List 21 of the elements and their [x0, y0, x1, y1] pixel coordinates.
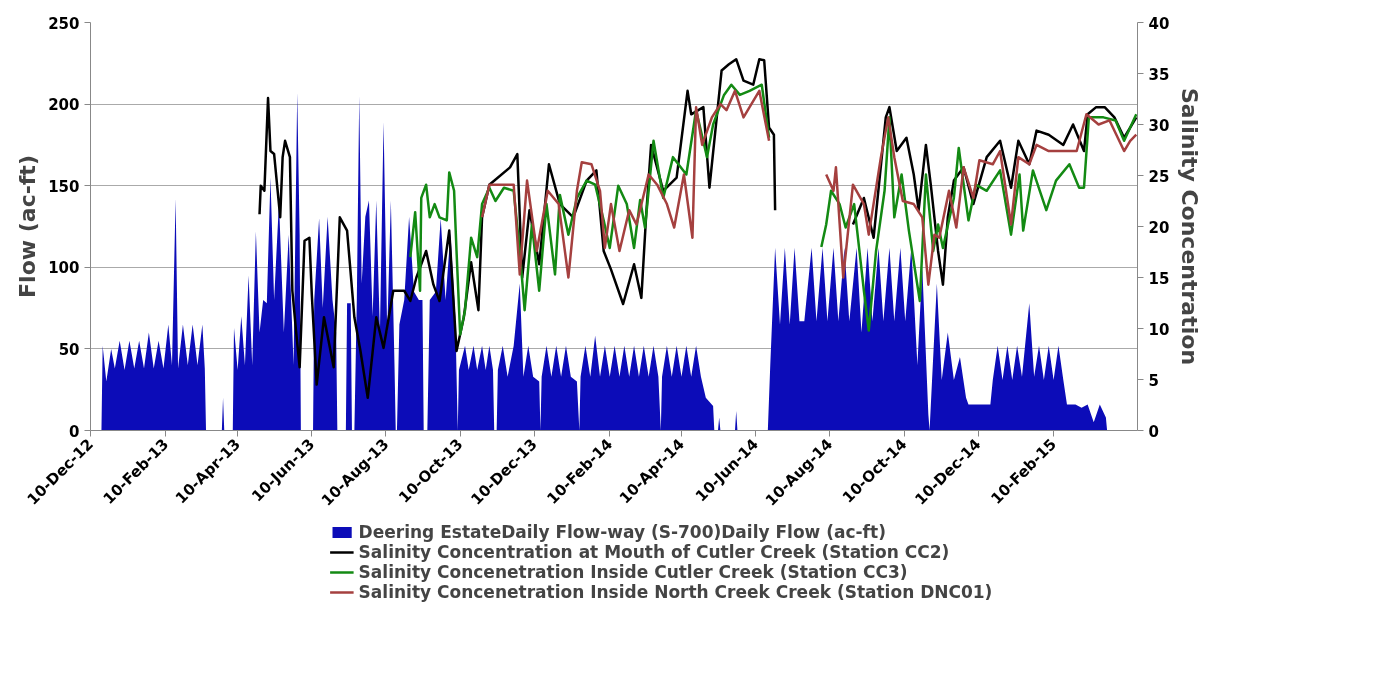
y-tick-label: 150 [48, 177, 80, 196]
legend-label: Salinity Concentration at Mouth of Cutler Creek (Station CC2) [358, 542, 950, 562]
y2-tick-label: 25 [1148, 167, 1170, 186]
y-tick-label: 200 [48, 96, 80, 115]
y2-tick-label: 0 [1148, 422, 1159, 441]
y2-tick-label: 35 [1148, 65, 1170, 84]
y2-tick-label: 5 [1148, 371, 1159, 390]
legend-label: Salinity Concenetration Inside Cutler Creek (Station CC3) [358, 562, 908, 582]
y2-tick-label: 20 [1148, 218, 1170, 237]
legend-label: Salinity Concenetration Inside North Creek Creek (Station DNC01) [358, 582, 993, 602]
y2-axis-title: Salinity Concentration [1177, 87, 1203, 366]
y2-tick-label: 30 [1148, 116, 1170, 135]
y-axis-title: Flow (ac-ft) [15, 155, 41, 298]
y2-tick-label: 15 [1148, 269, 1170, 288]
y-tick-label: 0 [69, 422, 80, 441]
y-tick-label: 100 [48, 259, 80, 278]
y2-tick-label: 10 [1148, 320, 1170, 339]
legend-label: Deering EstateDaily Flow-way (S-700)Daily Flow (ac-ft) [358, 522, 886, 542]
y2-tick-label: 40 [1148, 14, 1170, 33]
y-tick-label: 250 [48, 14, 80, 33]
y-tick-label: 50 [58, 340, 80, 359]
